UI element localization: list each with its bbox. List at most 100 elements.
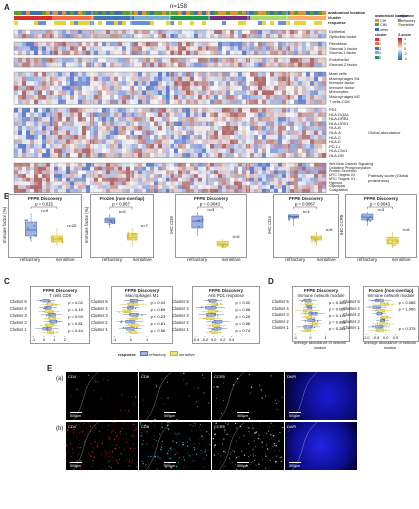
heatmap-cell — [166, 177, 171, 182]
stain-speckle — [134, 396, 137, 398]
anatomical-cell — [18, 11, 23, 15]
heatmap-cell — [238, 90, 243, 96]
box — [42, 299, 50, 303]
heatmap-cell — [258, 153, 263, 158]
heatmap-cell — [250, 174, 255, 178]
heatmap-cell — [206, 174, 211, 178]
heatmap-cell — [270, 144, 275, 149]
stain-speckle — [248, 431, 250, 433]
zscore-colorbar — [398, 38, 402, 60]
heatmap-cell — [86, 72, 91, 77]
heatmap-cell — [178, 90, 183, 96]
anatomical-cell — [170, 11, 175, 15]
data-point — [209, 331, 211, 333]
heatmap-cell — [150, 163, 155, 167]
heatmap-cell — [254, 58, 259, 63]
heatmap-cell — [198, 174, 203, 178]
anatomical-cell — [98, 11, 103, 15]
stain-speckle — [66, 453, 68, 455]
data-point — [387, 316, 389, 318]
heatmap-cell — [162, 177, 167, 182]
heatmap-cell — [322, 135, 327, 140]
heatmap-cell — [234, 34, 239, 39]
heatmap-cell — [270, 177, 275, 182]
heatmap-cell — [182, 121, 187, 127]
data-point — [224, 246, 227, 248]
stain-speckle — [161, 440, 163, 443]
heatmap-cell — [174, 185, 179, 190]
stain-speckle — [108, 393, 110, 395]
heatmap-cell — [198, 112, 203, 118]
cluster-boxplot-title: FFPE Discovery — [42, 288, 78, 293]
p-value: p = 0.89 — [151, 307, 166, 312]
heatmap-cell — [182, 50, 187, 56]
heatmap-cell — [46, 46, 51, 51]
p-value: p = 0.56 — [151, 328, 166, 333]
heatmap-cell — [242, 153, 247, 158]
heatmap-cell — [14, 153, 19, 158]
data-point — [369, 306, 371, 308]
heatmap-cell — [134, 72, 139, 77]
heatmap-cell — [222, 108, 227, 113]
heatmap-cell — [190, 72, 195, 77]
cluster-label: Cluster 1 — [272, 325, 289, 331]
heatmap-cell — [310, 126, 315, 131]
heatmap-cell — [102, 76, 107, 82]
stain-speckle — [239, 425, 242, 427]
stain-speckle — [221, 443, 224, 445]
heatmap-cell — [286, 58, 291, 63]
heatmap-cell — [102, 148, 107, 154]
heatmap-cell — [110, 46, 115, 51]
heatmap-cell — [242, 148, 247, 154]
heatmap-cell — [46, 95, 51, 100]
stain-speckle — [125, 436, 127, 438]
cluster-cell — [230, 16, 235, 20]
heatmap-cell — [138, 42, 143, 47]
heatmap-cell — [314, 95, 319, 100]
heatmap-cell — [50, 166, 55, 171]
heatmap-cell — [286, 174, 291, 178]
p-value: p = 0.15 — [68, 307, 83, 312]
heatmap-cell — [102, 181, 107, 186]
heatmap-cell — [238, 170, 243, 175]
heatmap-cell — [58, 50, 63, 56]
heatmap-cell — [270, 34, 275, 39]
data-point — [49, 300, 51, 303]
row-label: HLA-Clin1 — [329, 148, 348, 154]
stain-speckle — [142, 399, 144, 401]
heatmap-cell — [62, 112, 67, 118]
scale-bar — [70, 462, 82, 463]
heatmap-cell — [130, 126, 135, 131]
p-value: p = 0.81 — [68, 321, 83, 326]
stain-speckle — [91, 450, 94, 453]
stain-speckle — [123, 451, 125, 452]
heatmap-cell — [190, 170, 195, 175]
cluster-label: Cluster 5 — [343, 299, 360, 304]
heatmap-cell — [198, 85, 203, 91]
heatmap-cell — [134, 50, 139, 56]
heatmap-cell — [130, 72, 135, 77]
stain-speckle — [81, 431, 83, 433]
heatmap-cell — [182, 58, 187, 63]
stain-speckle — [245, 466, 246, 467]
heatmap-cell — [162, 153, 167, 158]
stain-speckle — [69, 427, 72, 429]
response-cell — [102, 21, 107, 25]
heatmap-cell — [82, 81, 87, 86]
data-point — [377, 313, 379, 316]
box — [25, 221, 38, 237]
heatmap-cell — [58, 81, 63, 86]
heatmap-cell — [218, 139, 223, 145]
stain-speckle — [137, 466, 138, 468]
response-cell — [210, 21, 215, 25]
anatomical-cell — [286, 11, 291, 15]
heatmap-cell — [310, 81, 315, 86]
heatmap-cell — [318, 188, 323, 193]
heatmap-cell — [78, 46, 83, 51]
heatmap-cell — [306, 85, 311, 91]
stain-speckle — [141, 443, 144, 446]
heatmap-cell — [114, 174, 119, 178]
response-cell — [314, 21, 319, 25]
heatmap-cell — [234, 42, 239, 47]
heatmap-cell — [202, 153, 207, 158]
